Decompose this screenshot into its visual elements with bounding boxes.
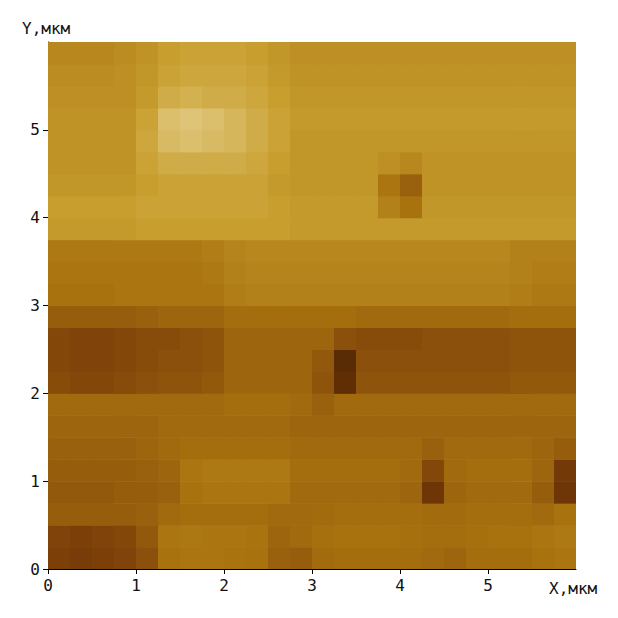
svg-text:4: 4: [30, 208, 40, 227]
svg-text:X,мкм: X,мкм: [549, 579, 598, 598]
svg-text:0: 0: [30, 560, 40, 579]
svg-text:1: 1: [131, 576, 141, 595]
svg-text:Y,мкм: Y,мкм: [22, 19, 71, 38]
svg-text:2: 2: [30, 384, 40, 403]
svg-text:2: 2: [219, 576, 229, 595]
svg-text:5: 5: [483, 576, 493, 595]
svg-text:4: 4: [395, 576, 405, 595]
svg-text:3: 3: [307, 576, 317, 595]
svg-text:0: 0: [43, 576, 53, 595]
svg-text:1: 1: [30, 472, 40, 491]
svg-text:3: 3: [30, 296, 40, 315]
svg-text:5: 5: [30, 120, 40, 139]
